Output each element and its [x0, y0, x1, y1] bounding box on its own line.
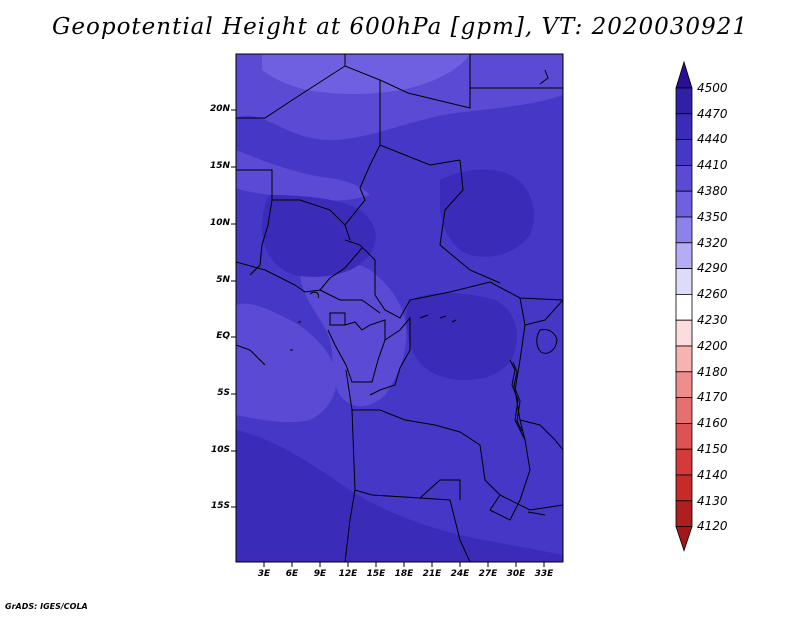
colorbar-segment [675, 500, 693, 527]
colorbar-segment [675, 397, 693, 424]
lat-label-20n: 20N [209, 104, 230, 114]
colorbar-segment [675, 139, 693, 166]
colorbar-label-4260: 4260 [697, 287, 728, 301]
colorbar-cap-top [675, 60, 693, 89]
lon-label-15e: 15E [366, 569, 386, 579]
contour-4440-east [406, 293, 517, 380]
colorbar-label-4440: 4440 [697, 132, 728, 146]
borders [236, 54, 563, 562]
colorbar [675, 60, 693, 552]
lon-label-18e: 18E [394, 569, 414, 579]
lat-label-10s: 10S [210, 445, 230, 455]
colorbar-label-4200: 4200 [697, 339, 728, 353]
contour-4440-northeast [440, 169, 534, 257]
colorbar-segment [675, 371, 693, 398]
lat-label-eq: EQ [216, 331, 230, 341]
lat-label-5n: 5N [216, 275, 230, 285]
contour-4440-south [236, 430, 563, 562]
lat-label-15s: 15S [210, 501, 230, 511]
colorbar-segment [675, 268, 693, 295]
colorbar-label-4290: 4290 [697, 261, 728, 275]
map-frame [235, 53, 564, 563]
lakes [290, 69, 558, 516]
colorbar-label-4320: 4320 [697, 236, 728, 250]
grads-credit: GrADS: IGES/COLA [5, 602, 88, 611]
colorbar-label-4120: 4120 [697, 519, 728, 533]
lon-label-27e: 27E [478, 569, 498, 579]
lon-label-3e: 3E [257, 569, 271, 579]
colorbar-label-4380: 4380 [697, 184, 728, 198]
colorbar-segment [675, 319, 693, 347]
colorbar-segment [675, 422, 693, 450]
contour-4440-central [262, 195, 376, 277]
colorbar-segment [675, 448, 693, 476]
colorbar-label-4130: 4130 [697, 494, 728, 508]
lon-label-21e: 21E [422, 569, 442, 579]
colorbar-segment [675, 345, 693, 373]
colorbar-segment [675, 113, 693, 141]
colorbar-label-4180: 4180 [697, 365, 728, 379]
lat-label-15n: 15N [209, 161, 230, 171]
lon-label-12e: 12E [338, 569, 358, 579]
colorbar-label-4160: 4160 [697, 416, 728, 430]
colorbar-label-4230: 4230 [697, 313, 728, 327]
colorbar-label-4470: 4470 [697, 107, 728, 121]
colorbar-label-4350: 4350 [697, 210, 728, 224]
colorbar-segment [675, 293, 693, 321]
lat-ticks [231, 109, 236, 508]
colorbar-segment [675, 216, 693, 244]
lon-label-30e: 30E [506, 569, 526, 579]
lon-label-6e: 6E [285, 569, 299, 579]
lon-label-24e: 24E [450, 569, 470, 579]
colorbar-label-4140: 4140 [697, 468, 728, 482]
colorbar-segment [675, 474, 693, 502]
colorbar-segment [675, 190, 693, 218]
colorbar-segment [675, 164, 693, 192]
colorbar-label-4150: 4150 [697, 442, 728, 456]
colorbar-label-4170: 4170 [697, 390, 728, 404]
contour-4380-atlantic [236, 303, 337, 423]
contour-4380-sahel [236, 150, 370, 201]
height-field [236, 54, 563, 562]
lon-label-33e: 33E [534, 569, 554, 579]
colorbar-cap-bottom [675, 526, 693, 552]
lon-label-9e: 9E [313, 569, 327, 579]
colorbar-segment [675, 87, 693, 115]
colorbar-label-4500: 4500 [697, 81, 728, 95]
colorbar-label-4410: 4410 [697, 158, 728, 172]
map-title: Geopotential Height at 600hPa [gpm], VT:… [52, 14, 748, 40]
colorbar-segment [675, 242, 693, 270]
lat-label-5s: 5S [217, 388, 230, 398]
lon-ticks [263, 562, 545, 567]
lat-label-10n: 10N [209, 218, 230, 228]
contour-4380-congo [300, 261, 407, 407]
